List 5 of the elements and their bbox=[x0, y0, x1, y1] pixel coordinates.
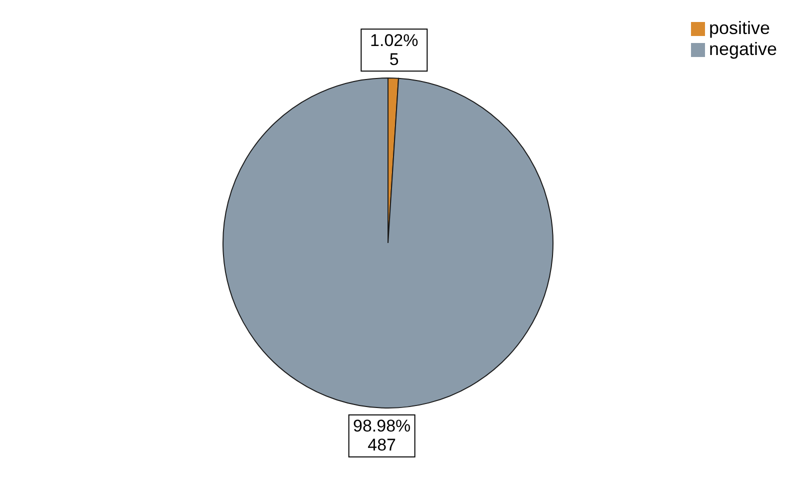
legend-label: positive bbox=[708, 18, 770, 38]
data-label: 98.98% 487 bbox=[353, 416, 411, 455]
data-label: 1.02% 5 bbox=[370, 30, 418, 69]
legend-label: negative bbox=[708, 39, 777, 59]
pie-slice bbox=[222, 78, 554, 408]
